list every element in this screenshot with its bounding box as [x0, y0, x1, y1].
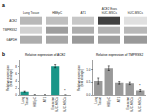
svg-text:0.5: 0.5 — [86, 80, 91, 84]
svg-text:hUC-MSCs: hUC-MSCs — [63, 96, 67, 112]
svg-text:ACE2: ACE2 — [9, 19, 17, 23]
svg-text:Relative expression(fold chang: Relative expression(fold change) — [6, 64, 14, 91]
svg-text:hUC-MSCs: hUC-MSCs — [128, 11, 144, 15]
svg-text:AT1: AT1 — [81, 11, 87, 15]
svg-text:4: 4 — [15, 79, 17, 83]
svg-text:*: * — [64, 88, 66, 93]
svg-text:Relative expression(fold chang: Relative expression(fold change) — [77, 64, 85, 91]
svg-text:LungTissue: LungTissue — [21, 97, 29, 106]
svg-text:Relative expression of TMPRSS2: Relative expression of TMPRSS2 — [96, 53, 143, 57]
svg-text:HBEpC: HBEpC — [33, 96, 37, 107]
svg-text:ACE2 ExoshUC-MSCs: ACE2 ExoshUC-MSCs — [102, 7, 118, 15]
svg-text:TMPRSS2: TMPRSS2 — [3, 28, 18, 32]
svg-text:6: 6 — [15, 72, 17, 76]
svg-text:0: 0 — [15, 93, 17, 97]
svg-text:1.0: 1.0 — [86, 68, 91, 72]
svg-text:Lung Tissue: Lung Tissue — [23, 11, 40, 15]
svg-text:hUC-MSCs: hUC-MSCs — [138, 96, 142, 112]
svg-text:GAPDH: GAPDH — [6, 38, 17, 42]
svg-text:AT1: AT1 — [43, 97, 47, 103]
svg-text:2: 2 — [15, 86, 17, 90]
svg-text:b: b — [2, 51, 5, 57]
svg-text:HBEpC: HBEpC — [52, 11, 63, 15]
svg-text:ExosomehUC-MSCs: ExosomehUC-MSCs — [126, 96, 134, 112]
svg-text:LungTissue: LungTissue — [94, 97, 102, 106]
svg-text:0.0: 0.0 — [86, 93, 91, 97]
svg-text:AT1: AT1 — [117, 97, 121, 103]
svg-text:HBEpC: HBEpC — [107, 96, 111, 107]
svg-text:8: 8 — [15, 65, 17, 69]
svg-text:*: * — [139, 83, 141, 88]
svg-text:ExosomehUC-MSCs: ExosomehUC-MSCs — [51, 96, 59, 112]
svg-text:a: a — [2, 2, 5, 8]
svg-text:Relative expression of ACE2: Relative expression of ACE2 — [25, 53, 66, 57]
